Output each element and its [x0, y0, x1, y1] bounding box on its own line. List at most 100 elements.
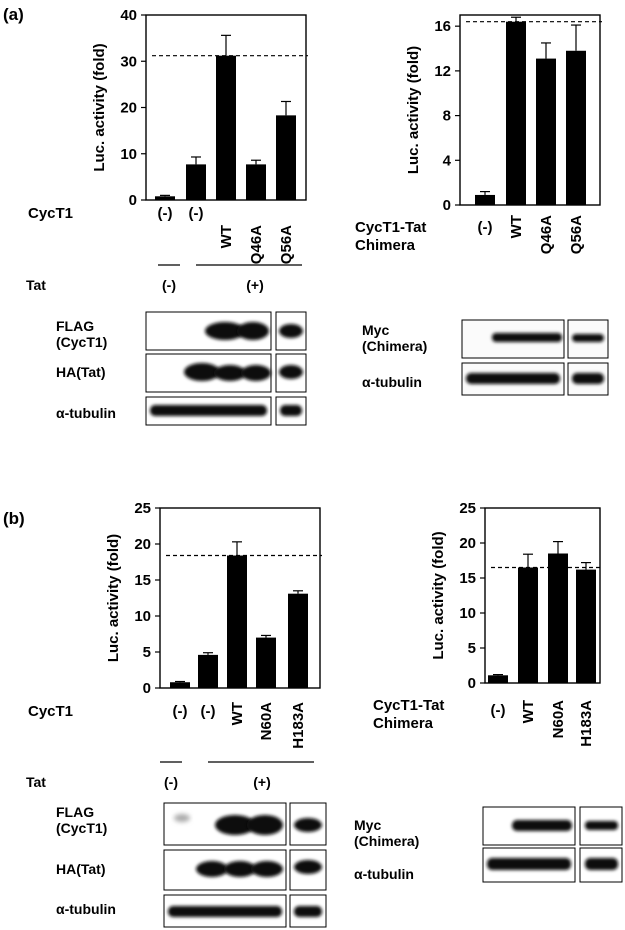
- blot-band: [241, 365, 271, 381]
- chart-b-cyct1: 0 5 10 15 20 25 Luc. activity (fold) CycT1 (-) (-…: [28, 500, 322, 749]
- row-label: Chimera: [355, 237, 416, 254]
- y-tick-label: 4: [443, 152, 452, 169]
- bar: [155, 196, 175, 200]
- category-label: H183A: [290, 702, 307, 749]
- blot-band: [585, 858, 618, 870]
- bar: [566, 50, 586, 205]
- blot-a-right: Myc (Chimera) α-tubulin: [362, 319, 609, 396]
- tat-plus-label: (+): [246, 277, 264, 293]
- tat-row-b: Tat (-) (+): [26, 761, 314, 790]
- y-tick-label: 16: [434, 18, 451, 35]
- blot-band: [294, 818, 322, 832]
- row-label: CycT1: [28, 205, 73, 222]
- row-label: CycT1: [28, 703, 73, 720]
- y-tick-label: 0: [143, 680, 151, 697]
- y-tick-label: 20: [134, 536, 151, 553]
- chart-b-chimera: 0 5 10 15 20 25 Luc. activity (fold) CycT1-TatC…: [373, 500, 602, 747]
- chart-a-cyct1: 0 10 20 30 40 Luc. activity (fold) CycT1 (-) (-)…: [28, 7, 308, 264]
- blot-band: [214, 365, 246, 381]
- y-tick-label: 0: [129, 192, 137, 209]
- y-tick-label: 20: [120, 100, 137, 117]
- blot-band: [168, 906, 282, 917]
- bar: [518, 567, 538, 683]
- blot-label-tubulin: α-tubulin: [362, 374, 422, 390]
- y-tick-label: 0: [468, 675, 476, 692]
- category-label: N60A: [258, 702, 275, 741]
- tat-row-a: Tat (-) (+): [26, 264, 302, 293]
- blot-label-ha-tat: HA(Tat): [56, 861, 106, 877]
- y-axis-label: Luc. activity (fold): [405, 46, 422, 174]
- blot-label-myc: Myc: [354, 817, 381, 833]
- y-tick-label: 0: [443, 197, 451, 214]
- row-label: CycT1-Tat: [355, 219, 426, 236]
- blot-band: [492, 333, 562, 342]
- bar: [506, 21, 526, 205]
- blot-band: [251, 861, 283, 877]
- blot-label-flag: FLAG: [56, 318, 94, 334]
- bar: [170, 682, 190, 688]
- blot-label-ha-tat: HA(Tat): [56, 364, 106, 380]
- blot-band: [215, 815, 255, 835]
- bar: [246, 164, 266, 200]
- y-axis-label: Luc. activity (fold): [430, 531, 447, 659]
- bar: [288, 593, 308, 688]
- blot-band: [247, 815, 283, 835]
- blot-band: [487, 858, 571, 870]
- chart-a-chimera: 0 4 8 12 16 Luc. activity (fold) CycT1-TatChim…: [355, 14, 602, 254]
- tat-plus-label: (+): [253, 774, 271, 790]
- y-tick-label: 5: [143, 644, 151, 661]
- blot-band: [150, 405, 267, 416]
- tat-label: Tat: [26, 277, 46, 293]
- tat-label: Tat: [26, 774, 46, 790]
- y-tick-label: 30: [120, 53, 137, 70]
- category-label: N60A: [550, 700, 567, 739]
- blot-band: [280, 405, 302, 416]
- blot-band: [184, 363, 220, 381]
- panel-label-b: (b): [3, 509, 25, 528]
- blot-band: [205, 322, 245, 340]
- y-tick-label: 10: [120, 146, 137, 163]
- category-label: (-): [201, 703, 216, 720]
- category-label: WT: [520, 700, 537, 723]
- bar: [548, 553, 568, 683]
- blot-label-cyct1: (CycT1): [56, 820, 107, 836]
- blot-band: [237, 322, 269, 340]
- blot-label-tubulin: α-tubulin: [56, 901, 116, 917]
- row-label: Chimera: [373, 715, 434, 732]
- category-label: (-): [173, 703, 188, 720]
- category-label: WT: [229, 702, 246, 725]
- y-tick-label: 15: [459, 570, 476, 587]
- category-label: (-): [158, 205, 173, 222]
- blot-label-chimera: (Chimera): [354, 833, 419, 849]
- blot-label-chimera: (Chimera): [362, 338, 427, 354]
- y-tick-label: 40: [120, 7, 137, 24]
- blot-band: [294, 860, 322, 874]
- category-label: (-): [478, 219, 493, 236]
- tat-minus-label: (-): [164, 774, 178, 790]
- category-label: Q56A: [568, 215, 585, 254]
- blot-band: [466, 373, 560, 384]
- bar: [488, 675, 508, 683]
- y-axis-label: Luc. activity (fold): [105, 534, 122, 662]
- category-label: (-): [189, 205, 204, 222]
- blot-band: [585, 821, 618, 830]
- category-label: Q46A: [538, 215, 555, 254]
- blot-band: [572, 334, 604, 342]
- category-label: Q46A: [248, 225, 265, 264]
- bar: [186, 164, 206, 200]
- bar: [576, 569, 596, 683]
- plot-frame: [459, 14, 601, 206]
- y-tick-label: 8: [443, 108, 451, 125]
- blot-band: [572, 373, 604, 384]
- category-label: WT: [508, 215, 525, 238]
- blot-band: [224, 861, 256, 877]
- category-label: H183A: [578, 700, 595, 747]
- bar: [256, 637, 276, 688]
- y-axis-label: Luc. activity (fold): [91, 43, 108, 171]
- y-tick-label: 12: [434, 63, 451, 80]
- bar: [276, 115, 296, 200]
- tat-minus-label: (-): [162, 277, 176, 293]
- y-tick-label: 20: [459, 535, 476, 552]
- y-tick-label: 10: [459, 605, 476, 622]
